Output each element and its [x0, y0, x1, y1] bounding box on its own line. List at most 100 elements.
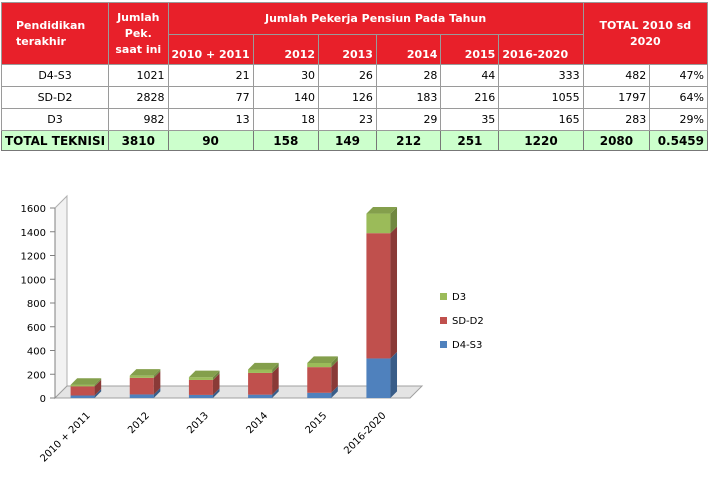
bar-segment-side [94, 388, 102, 398]
legend-label: SD-D2 [452, 316, 484, 327]
total-value: 212 [375, 130, 442, 151]
bar-segment-front [188, 377, 213, 380]
total-row: TOTAL TEKNISI 3810 90 158 149 212 251 12… [0, 130, 708, 151]
bar-segment-side [390, 351, 398, 398]
legend-label: D3 [452, 292, 466, 303]
legend-swatch [440, 317, 447, 324]
cell-value: 333 [498, 64, 584, 87]
cell-value: 30 [252, 64, 320, 87]
row-label: SD-D2 [0, 86, 110, 109]
bar-segment-front [248, 394, 273, 398]
y-tick-label: 200 [27, 370, 46, 381]
table-row: D3 982 13 18 23 29 35 165 283 29% [0, 108, 708, 131]
cell-total: 482 [582, 64, 651, 87]
cell-total: 1797 [582, 86, 651, 109]
y-tick-label: 400 [27, 347, 46, 358]
bar-segment-side [153, 371, 161, 395]
header-education: Pendidikan terakhir [0, 2, 110, 65]
cell-value: 140 [252, 86, 320, 109]
header-year: 2014 [375, 34, 442, 65]
cell-value: 126 [318, 86, 377, 109]
bar-top [366, 206, 398, 214]
x-tick-label: 2015 [304, 410, 330, 436]
pension-table: Pendidikan terakhir Jumlah Pek. saat ini… [0, 2, 708, 151]
bar-segment-side [272, 366, 279, 395]
bar-segment-side [153, 387, 161, 398]
y-tick-label: 1400 [21, 228, 46, 239]
x-tick-label: 2016-2020 [342, 410, 388, 456]
x-tick-label: 2013 [185, 410, 211, 436]
bar-segment-side [94, 379, 102, 396]
bar-segment-front [307, 362, 332, 368]
cell-value: 77 [167, 86, 254, 109]
header-group: Jumlah Pekerja Pensiun Pada Tahun [167, 2, 584, 35]
bar-segment-side [331, 356, 338, 368]
bar-segment-side [212, 388, 220, 398]
row-label: D3 [0, 108, 110, 131]
bar-segment-side [272, 362, 279, 373]
bar-segment-front [70, 395, 95, 398]
y-tick-label: 1600 [21, 204, 46, 215]
legend-swatch [440, 341, 447, 348]
total-value: 251 [440, 130, 500, 151]
cell-current: 2828 [108, 86, 169, 109]
y-tick-label: 0 [40, 394, 46, 405]
bar-segment-side [153, 369, 161, 378]
bar-top [188, 370, 220, 378]
bar-segment-front [307, 367, 332, 393]
table-row: SD-D2 2828 77 140 126 183 216 1055 1797 … [0, 86, 708, 109]
bar-top [248, 362, 279, 370]
bar-segment-side [94, 378, 102, 387]
x-tick-label: 2010 + 2011 [39, 410, 93, 464]
cell-pct: 29% [649, 108, 708, 131]
x-tick-label: 2014 [244, 410, 270, 436]
cell-total: 283 [582, 108, 651, 131]
total-label: TOTAL TEKNISI [0, 130, 110, 151]
bar-segment-side [331, 386, 338, 398]
cell-value: 26 [318, 64, 377, 87]
bar-top [129, 369, 161, 376]
total-total: 2080 [582, 130, 651, 151]
cell-value: 1055 [498, 86, 584, 109]
total-pct: 0.5459 [649, 130, 708, 151]
cell-value: 165 [498, 108, 584, 131]
bar-segment-front [70, 384, 95, 387]
header-year: 2016-2020 [498, 34, 584, 65]
cell-current: 982 [108, 108, 169, 131]
cell-value: 18 [252, 108, 320, 131]
bar-segment-front [366, 358, 391, 398]
bar-segment-front [129, 394, 154, 398]
cell-value: 44 [440, 64, 500, 87]
cell-current: 1021 [108, 64, 169, 87]
total-value: 90 [167, 130, 254, 151]
bar-top [70, 378, 102, 385]
cell-value: 216 [440, 86, 500, 109]
bar-segment-side [272, 388, 279, 398]
x-tick-label: 2012 [126, 410, 152, 436]
total-value: 149 [318, 130, 377, 151]
bar-top [307, 356, 338, 363]
bar-segment-side [212, 370, 220, 380]
header-year: 2010 + 2011 [167, 34, 254, 65]
total-value: 1220 [498, 130, 584, 151]
header-year: 2012 [252, 34, 320, 65]
cell-pct: 64% [649, 86, 708, 109]
cell-value: 28 [375, 64, 442, 87]
total-current: 3810 [108, 130, 169, 151]
header-year: 2013 [318, 34, 377, 65]
cell-value: 13 [167, 108, 254, 131]
cell-value: 23 [318, 108, 377, 131]
side-wall [54, 194, 68, 400]
stacked-bar-chart: 0 200 400 600 800 1000 1200 1400 1600 2010 + 2011… [21, 194, 484, 465]
cell-value: 35 [440, 108, 500, 131]
bar-segment-front [188, 394, 213, 398]
cell-value: 29 [375, 108, 442, 131]
bar-segment-front [248, 369, 273, 373]
bar-segment-front [248, 372, 273, 395]
bar-segment-side [212, 373, 220, 395]
cell-pct: 47% [649, 64, 708, 87]
header-year: 2015 [440, 34, 500, 65]
bar-segment-front [70, 386, 95, 396]
bar-segment-front [366, 213, 391, 234]
cell-value: 21 [167, 64, 254, 87]
